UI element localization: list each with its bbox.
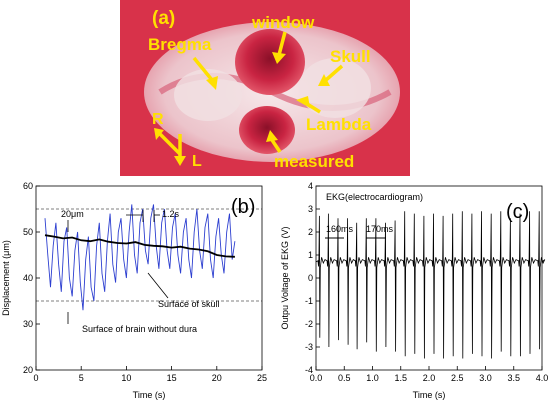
skull-label: Skull xyxy=(330,47,371,66)
orientation-r-head xyxy=(154,128,164,140)
bregma-label: Bregma xyxy=(148,35,212,54)
lambda-arrowhead xyxy=(296,96,310,108)
annotation-160ms: 160ms xyxy=(326,224,354,234)
panel-label-a: (a) xyxy=(152,8,175,29)
y-tick-label: 0 xyxy=(308,273,313,283)
y-tick-label: 4 xyxy=(308,181,313,191)
chart-b-xlabel: Time (s) xyxy=(133,390,166,400)
measured-hole xyxy=(239,106,295,154)
photo-panel-a: (a) window Bregma Skull Lambda measured … xyxy=(120,0,410,176)
skull-arrow xyxy=(324,64,344,82)
x-tick-label: 0 xyxy=(33,373,38,383)
chart-c-panel-label: (c) xyxy=(506,201,529,223)
x-tick-label: 20 xyxy=(212,373,222,383)
chart-c-series xyxy=(315,211,546,359)
chart-c-title: EKG(electrocardiogram) xyxy=(326,192,423,202)
chart-b-series xyxy=(44,204,236,311)
measured-arrowhead xyxy=(266,130,278,142)
y-tick-label: 60 xyxy=(23,181,33,191)
chart-b-gridlines xyxy=(36,208,262,302)
chart-b-ylabel: Displacement (μm) xyxy=(1,240,11,316)
measured-label: measured xyxy=(274,152,354,171)
skull-patch-left xyxy=(174,69,242,121)
ekg-trace xyxy=(315,211,546,359)
chart-c-xlabel: Time (s) xyxy=(413,390,446,400)
y-tick-label: 2 xyxy=(308,227,313,237)
lambda-label: Lambda xyxy=(306,115,372,134)
ekg-chart: 0.0 0.5 1.0 1.5 2.0 2.5 3.0 3.5 4.0 -4 -3 -2 -1 0 1 2 3 4… xyxy=(280,181,548,400)
chart-b-ticks: 0 5 10 15 20 25 20 30 40 50 60 xyxy=(23,181,267,383)
x-tick-label: 1.0 xyxy=(366,373,379,383)
chart-c-annotations: 160ms 170ms xyxy=(325,224,394,239)
window-arrow xyxy=(277,31,287,56)
y-tick-label: 3 xyxy=(308,204,313,214)
y-tick-label: -4 xyxy=(305,365,313,375)
skull-arrowhead xyxy=(318,74,330,86)
annotation-skull: Surface of skull xyxy=(158,299,220,309)
x-tick-label: 10 xyxy=(121,373,131,383)
x-tick-label: 5 xyxy=(79,373,84,383)
x-tick-label: 0.5 xyxy=(338,373,351,383)
window-arrowhead xyxy=(272,52,286,64)
l-label: L xyxy=(192,153,202,170)
x-tick-label: 25 xyxy=(257,373,267,383)
chart-b-annotations: 20μm 1.2s Surface of skull Surface of br… xyxy=(61,209,220,334)
annotation-period: 1.2s xyxy=(162,209,180,219)
bregma-arrowhead xyxy=(206,76,218,90)
orientation-r-axis xyxy=(158,132,182,156)
y-tick-label: 1 xyxy=(308,250,313,260)
x-tick-label: 2.5 xyxy=(451,373,464,383)
y-tick-label: -3 xyxy=(305,342,313,352)
x-tick-label: 0.0 xyxy=(310,373,323,383)
y-tick-label: 50 xyxy=(23,227,33,237)
x-tick-label: 4.0 xyxy=(536,373,549,383)
window-label: window xyxy=(251,13,315,32)
displacement-chart: 0 5 10 15 20 25 20 30 40 50 60 (b) Time (s) Displa… xyxy=(1,181,267,400)
chart-c-ticks: 0.0 0.5 1.0 1.5 2.0 2.5 3.0 3.5 4.0 -4 -3 -2 -1 0 1 2 3 4 xyxy=(305,181,548,383)
x-tick-label: 15 xyxy=(167,373,177,383)
series-brain-surface xyxy=(44,204,236,311)
measured-arrow xyxy=(270,139,282,153)
chart-c-ylabel: Outpu Voltage of EKG (V) xyxy=(280,226,290,329)
skull-patch-right xyxy=(299,58,371,118)
y-tick-label: -2 xyxy=(305,319,313,329)
y-tick-label: 40 xyxy=(23,273,33,283)
bregma-arrow xyxy=(192,56,214,82)
series-skull-surface xyxy=(44,234,235,258)
y-tick-label: 30 xyxy=(23,319,33,329)
skull-pointer xyxy=(147,272,169,299)
r-label: R xyxy=(152,111,164,128)
x-tick-label: 2.0 xyxy=(423,373,436,383)
annotation-170ms: 170ms xyxy=(366,224,394,234)
annotation-brain: Surface of brain without dura xyxy=(82,324,197,334)
chart-b-panel-label: (b) xyxy=(231,196,255,218)
orientation-l-head xyxy=(174,156,186,166)
x-tick-label: 1.5 xyxy=(394,373,407,383)
x-tick-label: 3.5 xyxy=(507,373,520,383)
annotation-amplitude: 20μm xyxy=(61,209,84,219)
x-tick-label: 3.0 xyxy=(479,373,492,383)
y-tick-label: -1 xyxy=(305,296,313,306)
y-tick-label: 20 xyxy=(23,365,33,375)
cranial-window xyxy=(235,29,305,95)
